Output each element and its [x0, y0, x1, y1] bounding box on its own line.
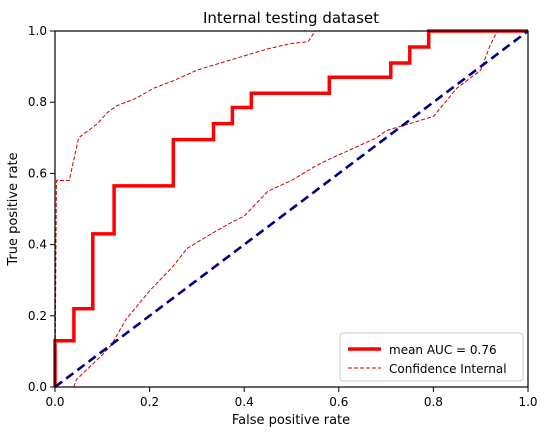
y-axis-label: True positive rate: [6, 152, 21, 266]
plot-lines: [53, 29, 529, 389]
y-tick-label: 0.8: [28, 95, 47, 109]
y-tick-label: 1.0: [28, 24, 47, 38]
mean-auc-curve: [53, 29, 528, 387]
legend-box: [339, 332, 524, 382]
x-tick-label: 0.8: [424, 395, 443, 409]
y-tick-label: 0.4: [28, 238, 47, 252]
legend: mean AUC = 0.76 Confidence Internal: [339, 332, 524, 382]
x-axis-ticks: 0.0 0.2 0.4 0.6 0.8 1.0: [45, 387, 538, 409]
y-tick-label: 0.6: [28, 166, 47, 180]
x-tick-label: 0.4: [235, 395, 254, 409]
legend-label-mean-auc: mean AUC = 0.76: [389, 343, 497, 357]
chart-title: Internal testing dataset: [203, 9, 379, 27]
x-tick-label: 1.0: [518, 395, 537, 409]
confidence-upper-curve: [54, 30, 528, 388]
chance-diagonal: [54, 29, 529, 389]
x-axis-label: False positive rate: [232, 413, 350, 428]
y-tick-label: 0.2: [28, 309, 47, 323]
plot-frame: [54, 30, 529, 388]
y-axis-ticks: 0.0 0.2 0.4 0.6 0.8 1.0: [28, 24, 55, 394]
y-tick-label: 0.0: [28, 380, 47, 394]
x-tick-label: 0.2: [140, 395, 159, 409]
x-tick-label: 0.0: [45, 395, 64, 409]
legend-label-confidence: Confidence Internal: [389, 362, 507, 376]
x-tick-label: 0.6: [329, 395, 348, 409]
